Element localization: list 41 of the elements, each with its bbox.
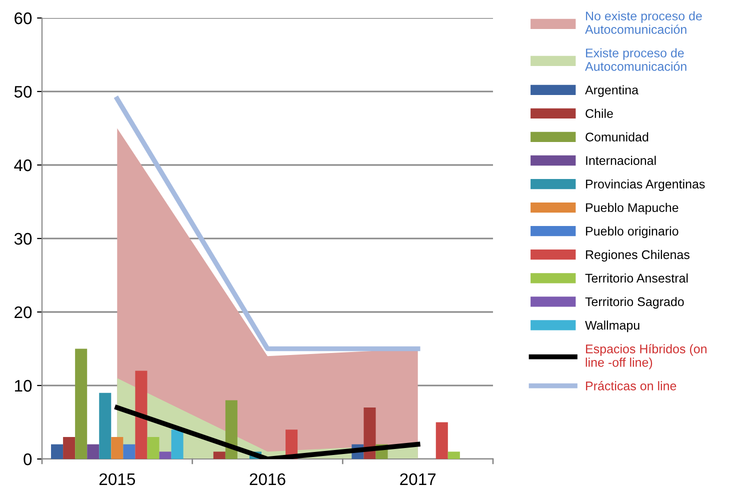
legend-label: Provincias Argentinas bbox=[586, 179, 705, 191]
bar bbox=[123, 444, 136, 459]
bar bbox=[213, 452, 226, 459]
legend-label: Argentina bbox=[585, 85, 639, 97]
y-tick-label: 40 bbox=[14, 159, 32, 172]
bar bbox=[448, 452, 460, 459]
bar bbox=[63, 436, 76, 459]
y-tick-label: 10 bbox=[15, 380, 32, 392]
legend-label: Pueblo originario bbox=[586, 226, 678, 238]
y-tick-label: 50 bbox=[14, 86, 32, 98]
legend-label: Regiones Chilenas bbox=[586, 250, 690, 262]
x-tick-label: 2017 bbox=[400, 473, 436, 486]
x-tick-label: 2015 bbox=[99, 473, 136, 486]
legend-label: Existe proceso de Autocomunicación bbox=[585, 48, 686, 71]
y-tick-label: 30 bbox=[14, 232, 32, 245]
bar bbox=[135, 370, 148, 459]
bar bbox=[436, 422, 448, 459]
bar bbox=[75, 348, 88, 459]
legend-label: Internacional bbox=[586, 156, 656, 165]
legend-label: Wallmapu bbox=[585, 320, 640, 332]
y-tick-label: 60 bbox=[14, 12, 32, 24]
bar bbox=[159, 452, 172, 459]
legend-label: Territorio Ansestral bbox=[585, 273, 688, 283]
x-tick-label: 2016 bbox=[250, 473, 286, 486]
legend-label: Prácticas on line bbox=[586, 381, 676, 390]
bar bbox=[87, 444, 100, 459]
legend-label: No existe proceso de Autocomunicación bbox=[585, 11, 702, 34]
legend-label: Espacios Híbridos (on line -off line) bbox=[586, 344, 706, 370]
legend-label: Territorio Sagrado bbox=[585, 296, 684, 309]
legend-label: Pueblo Mapuche bbox=[586, 202, 678, 215]
bar bbox=[364, 408, 376, 459]
y-tick-label: 0 bbox=[24, 453, 32, 466]
bar bbox=[171, 430, 184, 459]
bar bbox=[225, 400, 238, 459]
legend-label: Comunidad bbox=[586, 132, 648, 142]
legend-label: Chile bbox=[586, 108, 613, 118]
bar bbox=[147, 436, 160, 459]
bar bbox=[51, 444, 64, 459]
bar bbox=[99, 392, 112, 459]
bar bbox=[111, 436, 124, 459]
y-tick-label: 20 bbox=[14, 306, 32, 318]
